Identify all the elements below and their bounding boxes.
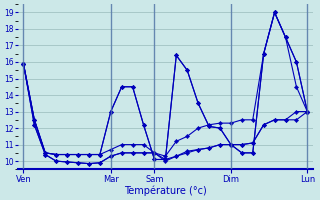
X-axis label: Température (°c): Température (°c) — [124, 185, 207, 196]
